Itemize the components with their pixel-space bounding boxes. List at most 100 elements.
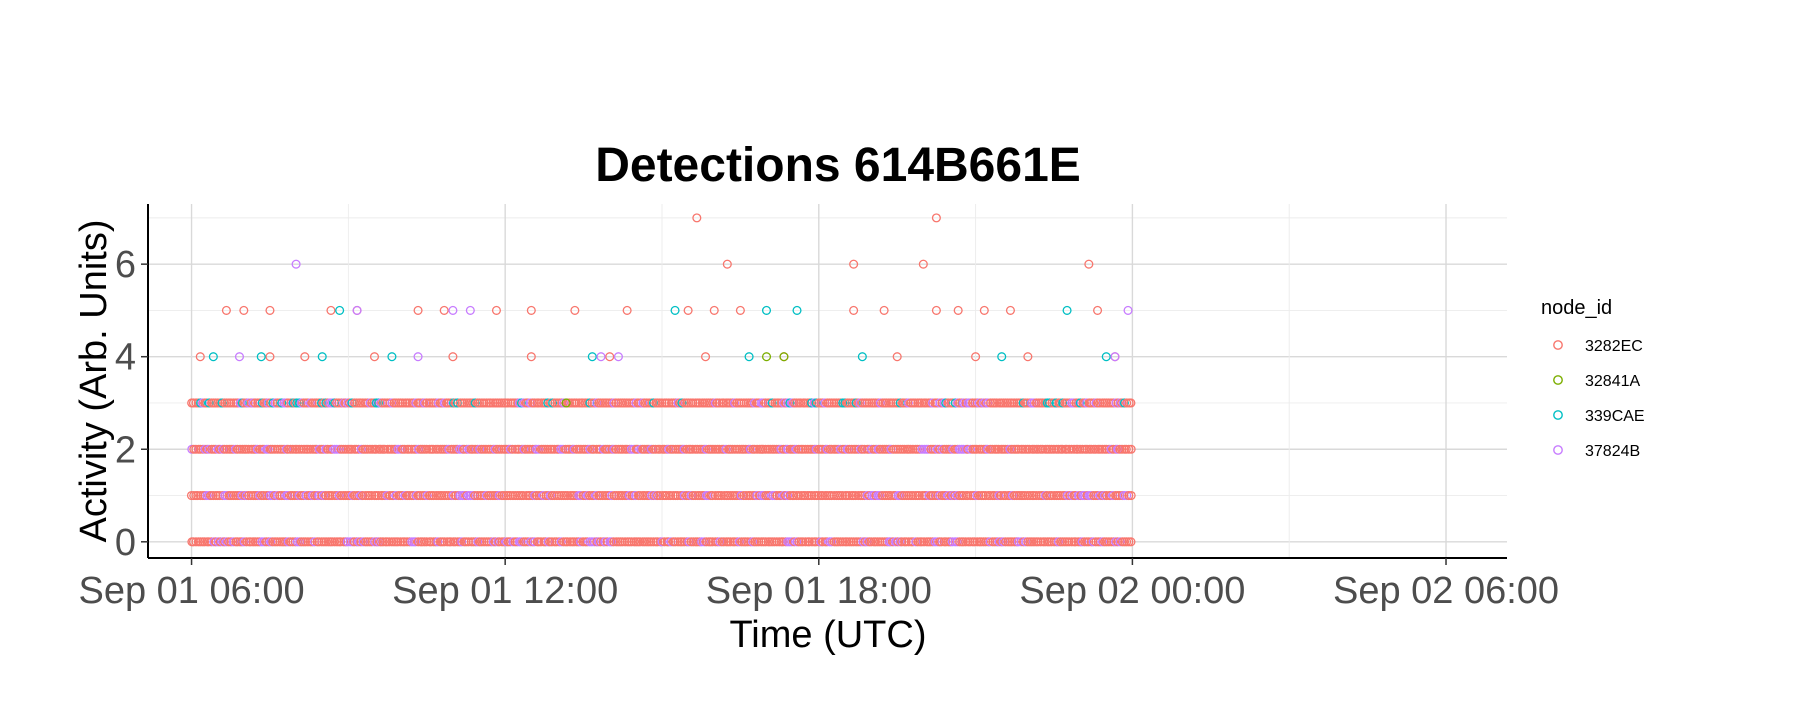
data-point bbox=[998, 537, 1008, 547]
data-point bbox=[213, 398, 223, 408]
data-point bbox=[857, 398, 867, 408]
data-point bbox=[595, 490, 605, 501]
data-point bbox=[695, 398, 705, 408]
data-point bbox=[1029, 398, 1039, 408]
data-point bbox=[1044, 398, 1054, 408]
data-point bbox=[822, 490, 832, 501]
data-point bbox=[756, 537, 766, 547]
data-point bbox=[807, 398, 817, 408]
data-point bbox=[576, 537, 586, 547]
data-point bbox=[664, 398, 674, 408]
data-point bbox=[578, 537, 588, 547]
data-point bbox=[833, 537, 843, 547]
data-point bbox=[1113, 398, 1123, 408]
data-point bbox=[1040, 537, 1050, 547]
data-point bbox=[1062, 398, 1072, 408]
data-point bbox=[833, 444, 843, 454]
data-point bbox=[659, 444, 669, 454]
data-point bbox=[683, 305, 693, 315]
data-point bbox=[1064, 537, 1074, 547]
data-point bbox=[936, 537, 946, 547]
data-point bbox=[1073, 490, 1083, 501]
data-point bbox=[1016, 537, 1026, 547]
data-point bbox=[1038, 490, 1048, 501]
data-point bbox=[380, 398, 390, 408]
data-point bbox=[930, 537, 940, 547]
data-point bbox=[375, 537, 386, 547]
data-point bbox=[844, 490, 854, 501]
data-point bbox=[800, 490, 810, 501]
data-point bbox=[618, 444, 628, 454]
data-point bbox=[334, 398, 344, 408]
data-point bbox=[752, 490, 762, 501]
data-point bbox=[1095, 398, 1105, 408]
data-point bbox=[716, 490, 727, 501]
data-point bbox=[265, 352, 275, 362]
data-point bbox=[243, 398, 253, 408]
data-point bbox=[804, 490, 814, 501]
data-point bbox=[384, 537, 394, 547]
data-point bbox=[626, 444, 636, 454]
x-tick-label: Sep 01 12:00 bbox=[392, 570, 618, 612]
data-point bbox=[798, 444, 808, 454]
data-point bbox=[303, 537, 313, 547]
legend-key bbox=[1553, 445, 1563, 455]
data-point bbox=[292, 398, 302, 408]
data-point bbox=[624, 398, 634, 408]
data-point bbox=[688, 398, 698, 408]
legend-key bbox=[1553, 410, 1563, 420]
data-point bbox=[1009, 398, 1019, 408]
data-point bbox=[373, 490, 384, 501]
data-point bbox=[1024, 444, 1034, 454]
data-point bbox=[589, 490, 599, 501]
data-point bbox=[326, 305, 336, 315]
data-point bbox=[332, 444, 342, 454]
data-point bbox=[300, 352, 310, 362]
data-point bbox=[671, 398, 681, 408]
data-point bbox=[958, 444, 968, 454]
data-point bbox=[589, 444, 599, 454]
data-point bbox=[219, 444, 229, 454]
data-point bbox=[422, 444, 432, 454]
data-point bbox=[985, 537, 995, 547]
data-point bbox=[277, 490, 287, 501]
data-point bbox=[291, 259, 301, 269]
data-point bbox=[312, 444, 322, 454]
data-point bbox=[963, 444, 973, 454]
data-point bbox=[459, 490, 469, 501]
data-point bbox=[901, 537, 911, 547]
data-point bbox=[1075, 398, 1085, 408]
data-point bbox=[827, 537, 837, 547]
data-point bbox=[672, 490, 683, 501]
data-point bbox=[1082, 444, 1092, 454]
data-point bbox=[452, 444, 462, 454]
data-point bbox=[330, 537, 340, 547]
data-point bbox=[569, 444, 579, 454]
data-point bbox=[886, 444, 896, 454]
data-point bbox=[844, 398, 854, 408]
data-point bbox=[468, 444, 478, 454]
x-tick-label: Sep 01 06:00 bbox=[79, 570, 305, 612]
data-point bbox=[604, 490, 614, 501]
data-point bbox=[228, 537, 238, 547]
data-point bbox=[743, 537, 753, 547]
data-point bbox=[622, 490, 632, 501]
data-point bbox=[1126, 490, 1136, 501]
data-point bbox=[1108, 398, 1118, 408]
data-point bbox=[340, 398, 350, 408]
data-point bbox=[233, 398, 243, 408]
data-point bbox=[721, 444, 731, 454]
data-point bbox=[904, 537, 914, 547]
data-point bbox=[528, 444, 538, 454]
data-point bbox=[908, 490, 918, 501]
y-tick-label: 6 bbox=[115, 244, 136, 286]
data-point bbox=[327, 398, 337, 408]
data-point bbox=[967, 398, 978, 408]
data-point bbox=[918, 259, 928, 269]
data-point bbox=[265, 490, 275, 501]
data-point bbox=[1062, 305, 1072, 315]
data-point bbox=[783, 444, 793, 454]
data-point bbox=[283, 398, 293, 408]
data-point bbox=[396, 537, 406, 547]
